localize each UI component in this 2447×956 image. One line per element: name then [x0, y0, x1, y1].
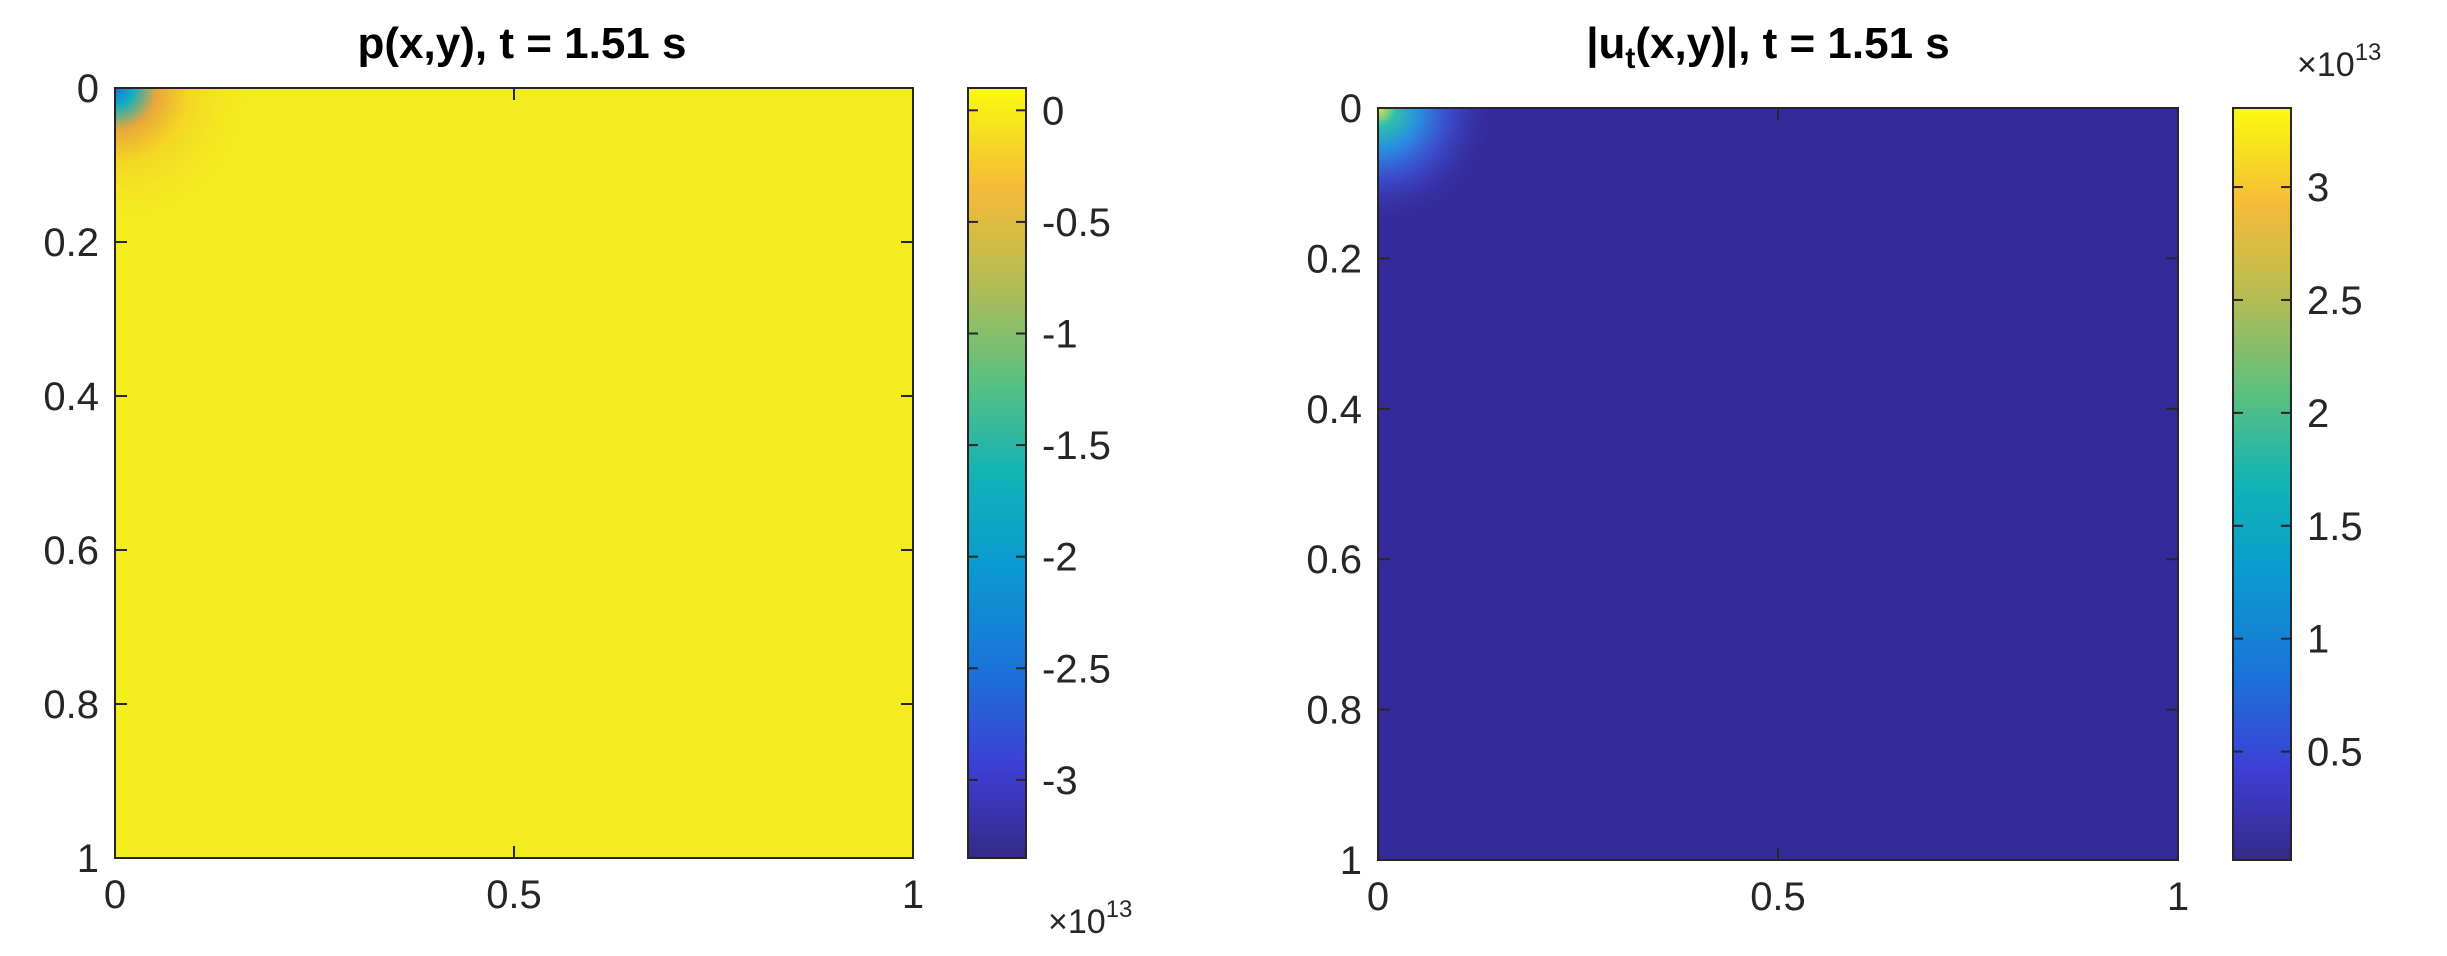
- x-tick-label: 0.5: [486, 873, 542, 917]
- right-x-axis: 0 0.5 1: [1367, 108, 2189, 919]
- colorbar-tick-label: 3: [2307, 166, 2329, 210]
- left-colorbar-ticks: 0 -0.5 -1 -1.5 -2 -2.5 -3: [968, 89, 1111, 803]
- colorbar-tick-label: 1: [2307, 618, 2329, 662]
- right-colorbar-multiplier: ×1013: [2297, 39, 2381, 84]
- right-title: |ut(x,y)|, t = 1.51 s: [1586, 19, 1950, 75]
- right-y-axis: 0 0.2 0.4 0.6 0.8 1: [1306, 87, 2178, 883]
- left-title: p(x,y), t = 1.51 s: [358, 19, 687, 68]
- colorbar-tick-label: 0.5: [2307, 731, 2363, 775]
- colorbar-tick-label: -2: [1042, 536, 1078, 580]
- colorbar-tick-label: -2.5: [1042, 647, 1111, 691]
- right-heatmap-corner-spot: [1378, 108, 1498, 228]
- y-tick-label: 0: [1340, 87, 1362, 131]
- right-panel: |ut(x,y)|, t = 1.51 s 00.20.40.60.81 0 0.…: [1306, 19, 2381, 919]
- x-tick-label: 0: [104, 873, 126, 917]
- y-tick-label: 0.6: [43, 529, 99, 573]
- right-colorbar-box: [2232, 107, 2292, 861]
- x-tick-label: 0: [1367, 875, 1389, 919]
- colorbar-tick-label: -1: [1042, 313, 1078, 357]
- left-y-axis: 0 0.2 0.4 0.6 0.8 1: [43, 67, 913, 881]
- left-colorbar: [968, 88, 1026, 858]
- right-colorbar: [2233, 108, 2291, 860]
- colorbar-tick-label: 2.5: [2307, 279, 2363, 323]
- x-tick-label: 0.5: [1750, 875, 1806, 919]
- colorbar-tick-label: -3: [1042, 759, 1078, 803]
- y-tick-label: 0.8: [1306, 689, 1362, 733]
- colorbar-tick-label: 0: [1042, 89, 1064, 133]
- y-tick-label: 0.4: [1306, 388, 1362, 432]
- x-tick-label: 1: [902, 873, 924, 917]
- left-colorbar-multiplier: ×1013: [1048, 896, 1132, 941]
- left-colorbar-box: [967, 87, 1027, 859]
- left-x-axis: 0 0.5 1: [104, 88, 924, 917]
- y-tick-label: 0.2: [43, 221, 99, 265]
- left-heatmap-corner-spot: [115, 88, 265, 238]
- y-tick-label: 1: [77, 837, 99, 881]
- left-panel: p(x,y), t = 1.51 s 00.20.40.60.81 0 0.5 1 …: [43, 19, 1132, 941]
- y-tick-label: 0.4: [43, 375, 99, 419]
- right-colorbar-ticks: 3 2.5 2 1.5 1 0.5: [2233, 166, 2363, 775]
- right-heatmap-field: [1378, 108, 2178, 860]
- y-tick-label: 0.2: [1306, 237, 1362, 281]
- colorbar-tick-label: 2: [2307, 392, 2329, 436]
- y-tick-label: 0.6: [1306, 538, 1362, 582]
- colorbar-tick-label: -1.5: [1042, 424, 1111, 468]
- y-tick-label: 1: [1340, 839, 1362, 883]
- y-tick-label: 0.8: [43, 683, 99, 727]
- x-tick-label: 1: [2167, 875, 2189, 919]
- colorbar-tick-label: -0.5: [1042, 201, 1111, 245]
- colorbar-tick-label: 1.5: [2307, 505, 2363, 549]
- y-tick-label: 0: [77, 67, 99, 111]
